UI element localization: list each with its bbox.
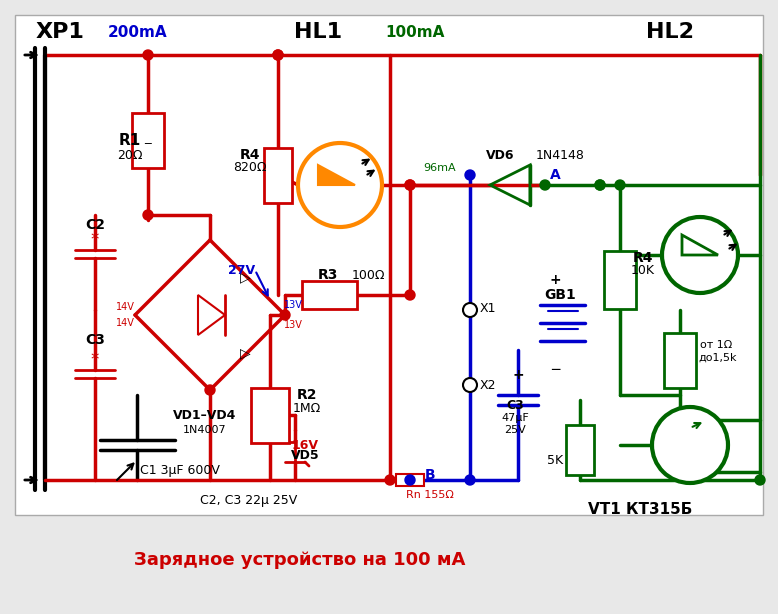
Bar <box>251 387 289 443</box>
Circle shape <box>662 217 738 293</box>
Circle shape <box>143 210 153 220</box>
Text: 1MΩ: 1MΩ <box>293 402 321 414</box>
Circle shape <box>540 180 550 190</box>
Text: 1N4007: 1N4007 <box>183 425 227 435</box>
Text: VD6: VD6 <box>485 149 514 161</box>
Bar <box>664 333 696 387</box>
Text: HL1: HL1 <box>294 22 342 42</box>
Text: +: + <box>512 368 524 382</box>
Bar <box>132 112 164 168</box>
Text: ▷: ▷ <box>240 346 251 360</box>
Circle shape <box>652 407 728 483</box>
Text: Зарядное устройство на 100 мА: Зарядное устройство на 100 мА <box>135 551 466 569</box>
Text: 96mA: 96mA <box>424 163 457 173</box>
Bar <box>15 15 763 515</box>
Circle shape <box>385 475 395 485</box>
Circle shape <box>755 475 765 485</box>
Text: R1: R1 <box>119 133 141 147</box>
Circle shape <box>405 475 415 485</box>
Text: 27V: 27V <box>229 263 255 276</box>
Text: C3: C3 <box>85 333 105 347</box>
Text: 16V: 16V <box>292 438 318 451</box>
Text: 100Ω: 100Ω <box>351 268 385 281</box>
Text: 13V: 13V <box>283 300 303 310</box>
Circle shape <box>465 170 475 180</box>
Text: Rn 155Ω: Rn 155Ω <box>406 490 454 500</box>
Text: ▷: ▷ <box>240 270 251 284</box>
Text: C1 3μF 600V: C1 3μF 600V <box>140 464 220 476</box>
Polygon shape <box>318 165 355 185</box>
Bar <box>396 474 424 486</box>
Circle shape <box>205 385 215 395</box>
Text: 200mA: 200mA <box>108 25 168 39</box>
Text: +: + <box>549 273 561 287</box>
Circle shape <box>615 180 625 190</box>
Circle shape <box>298 143 382 227</box>
Circle shape <box>405 180 415 190</box>
Circle shape <box>463 303 477 317</box>
Text: R4: R4 <box>240 148 261 162</box>
Text: VD1–VD4: VD1–VD4 <box>173 408 237 421</box>
Text: 100mA: 100mA <box>385 25 445 39</box>
Text: от 1Ω: от 1Ω <box>700 340 732 350</box>
Circle shape <box>463 378 477 392</box>
Text: R3: R3 <box>317 268 338 282</box>
Text: C2, C3 22μ 25V: C2, C3 22μ 25V <box>200 494 297 507</box>
Circle shape <box>465 475 475 485</box>
Text: 13V: 13V <box>283 320 303 330</box>
Text: 14V: 14V <box>116 302 135 312</box>
Text: VD5: VD5 <box>291 448 319 462</box>
Circle shape <box>595 180 605 190</box>
Circle shape <box>273 50 283 60</box>
Polygon shape <box>198 295 225 335</box>
Text: 5K: 5K <box>547 454 563 467</box>
Text: ─: ─ <box>551 363 559 377</box>
Text: A: A <box>549 168 560 182</box>
Bar <box>264 147 292 203</box>
Bar <box>303 281 358 309</box>
Text: B: B <box>425 468 436 482</box>
Text: C3: C3 <box>506 398 524 411</box>
Text: X1: X1 <box>480 301 496 314</box>
Circle shape <box>143 50 153 60</box>
Bar <box>566 425 594 475</box>
Text: X2: X2 <box>480 378 496 392</box>
Text: 20Ω: 20Ω <box>117 149 142 161</box>
Text: HL2: HL2 <box>646 22 694 42</box>
Bar <box>604 251 636 309</box>
Text: XP1: XP1 <box>36 22 85 42</box>
Text: R2: R2 <box>296 388 317 402</box>
Text: до1,5k: до1,5k <box>699 353 738 363</box>
Text: ─: ─ <box>145 138 152 148</box>
Text: *: * <box>91 351 99 369</box>
Circle shape <box>280 310 290 320</box>
Text: C2: C2 <box>85 218 105 232</box>
Text: *: * <box>91 231 99 249</box>
Text: 820Ω: 820Ω <box>233 160 267 174</box>
Text: 14V: 14V <box>116 318 135 328</box>
Text: 10K: 10K <box>631 263 655 276</box>
Text: GB1: GB1 <box>544 288 576 302</box>
Text: R4: R4 <box>633 251 654 265</box>
Text: 47μF: 47μF <box>501 413 529 423</box>
Text: 1N4148: 1N4148 <box>535 149 584 161</box>
Circle shape <box>595 180 605 190</box>
Text: 25V: 25V <box>504 425 526 435</box>
Circle shape <box>405 180 415 190</box>
Circle shape <box>273 50 283 60</box>
Text: VT1 КТ315Б: VT1 КТ315Б <box>588 502 692 518</box>
Circle shape <box>405 290 415 300</box>
